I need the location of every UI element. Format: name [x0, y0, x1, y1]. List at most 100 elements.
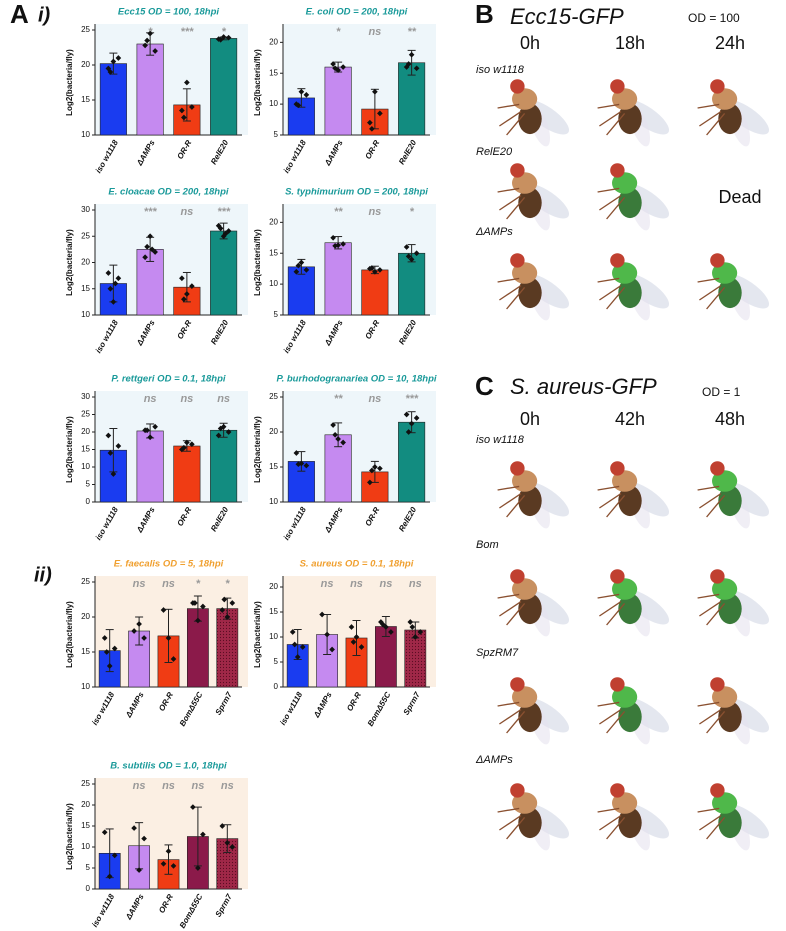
data-point: [219, 607, 226, 613]
x-tick-label: RelE20: [209, 138, 230, 166]
fly-leg: [606, 602, 626, 626]
significance: **: [334, 206, 343, 218]
data-point: [294, 654, 301, 660]
y-tick-label: 25: [269, 392, 278, 401]
fly-abdomen: [618, 187, 642, 219]
y-tick-label: 10: [269, 99, 278, 108]
fly-leg: [506, 286, 526, 310]
data-point: [319, 611, 325, 618]
panel-label: B: [475, 0, 494, 29]
time-label: 0h: [520, 33, 540, 53]
y-tick-label: 10: [81, 842, 90, 851]
fly-abdomen: [518, 103, 542, 135]
significance: **: [334, 393, 343, 405]
data-point: [409, 624, 416, 630]
fly-photo: [597, 461, 670, 529]
y-axis-label: Log2(bacteria/fly): [65, 229, 74, 296]
fly-leg: [597, 701, 620, 707]
data-point: [353, 634, 360, 640]
significance: ns: [162, 578, 175, 590]
significance: ns: [350, 578, 363, 590]
data-point: [348, 624, 355, 630]
od-label: OD = 100: [688, 11, 740, 25]
bar: [136, 430, 164, 503]
significance: ns: [133, 780, 146, 792]
data-point: [388, 629, 394, 635]
fly-head: [610, 461, 625, 476]
fly-leg: [597, 485, 620, 491]
od-label: OD = 1: [702, 385, 741, 399]
data-point: [111, 852, 118, 859]
fly-head: [610, 783, 625, 798]
x-tick-label: Sprm7: [214, 892, 235, 919]
data-point: [417, 629, 424, 635]
panel-title: S. aureus-GFP: [510, 374, 657, 399]
fly-head: [610, 569, 625, 584]
fly-leg: [606, 112, 626, 136]
fly-leg: [699, 493, 722, 509]
y-tick-label: 10: [81, 130, 90, 139]
bar: [398, 252, 426, 316]
bar: [324, 66, 352, 136]
fly-head: [610, 253, 625, 268]
fly-leg: [697, 807, 720, 813]
fly-leg: [497, 701, 520, 707]
y-tick-label: 15: [81, 445, 90, 454]
x-tick-label: iso w1118: [94, 138, 120, 175]
fly-head: [710, 677, 725, 692]
fly-leg: [499, 285, 522, 301]
fly-leg: [697, 485, 720, 491]
fly-leg: [497, 485, 520, 491]
fly-abdomen: [618, 701, 642, 733]
fly-abdomen: [518, 593, 542, 625]
fly-leg: [506, 602, 526, 626]
data-point: [289, 629, 296, 635]
chart-title: E. cloacae OD = 200, 18hpi: [108, 187, 228, 198]
y-axis-label: Log2(bacteria/fly): [65, 803, 74, 870]
y-tick-label: 20: [269, 37, 278, 46]
significance: ns: [321, 578, 334, 590]
significance: *: [409, 206, 414, 218]
y-tick-label: 10: [269, 497, 278, 506]
fly-leg: [499, 815, 522, 831]
fly-head: [510, 79, 525, 94]
y-tick-label: 15: [269, 68, 278, 77]
x-tick-label: iso w1118: [94, 505, 120, 542]
data-point: [101, 829, 108, 836]
data-point: [160, 607, 167, 613]
fly-photo: [697, 783, 770, 851]
x-tick-label: Sprm7: [402, 690, 423, 717]
fly-abdomen: [518, 277, 542, 309]
panel-label: i): [38, 4, 51, 26]
data-point: [407, 619, 414, 625]
panel-label: C: [475, 371, 494, 401]
x-tick-label: OR-R: [363, 138, 381, 160]
y-tick-label: 10: [81, 310, 90, 319]
fly-abdomen: [718, 277, 742, 309]
y-tick-label: 5: [274, 130, 279, 139]
significance: ns: [180, 393, 193, 405]
fly-photo: [697, 253, 770, 321]
chart-title: P. burhodogranariea OD = 10, 18hpi: [276, 374, 436, 385]
x-tick-label: RelE20: [209, 505, 230, 533]
data-point: [329, 646, 335, 653]
x-tick-label: OR-R: [363, 505, 381, 527]
y-tick-label: 5: [86, 480, 91, 489]
fly-photo: [597, 163, 670, 231]
data-point: [195, 617, 201, 624]
fly-photo: [497, 783, 570, 851]
fly-leg: [697, 701, 720, 707]
y-tick-label: 20: [81, 258, 90, 267]
y-tick-label: 10: [81, 462, 90, 471]
significance: *: [225, 578, 230, 590]
fly-head: [710, 569, 725, 584]
y-tick-label: 10: [269, 279, 278, 288]
fly-abdomen: [518, 187, 542, 219]
significance: ns: [217, 393, 230, 405]
y-tick-label: 15: [81, 647, 90, 656]
data-point: [106, 663, 113, 669]
fly-abdomen: [718, 103, 742, 135]
fly-abdomen: [718, 593, 742, 625]
y-axis-label: Log2(bacteria/fly): [253, 229, 262, 296]
